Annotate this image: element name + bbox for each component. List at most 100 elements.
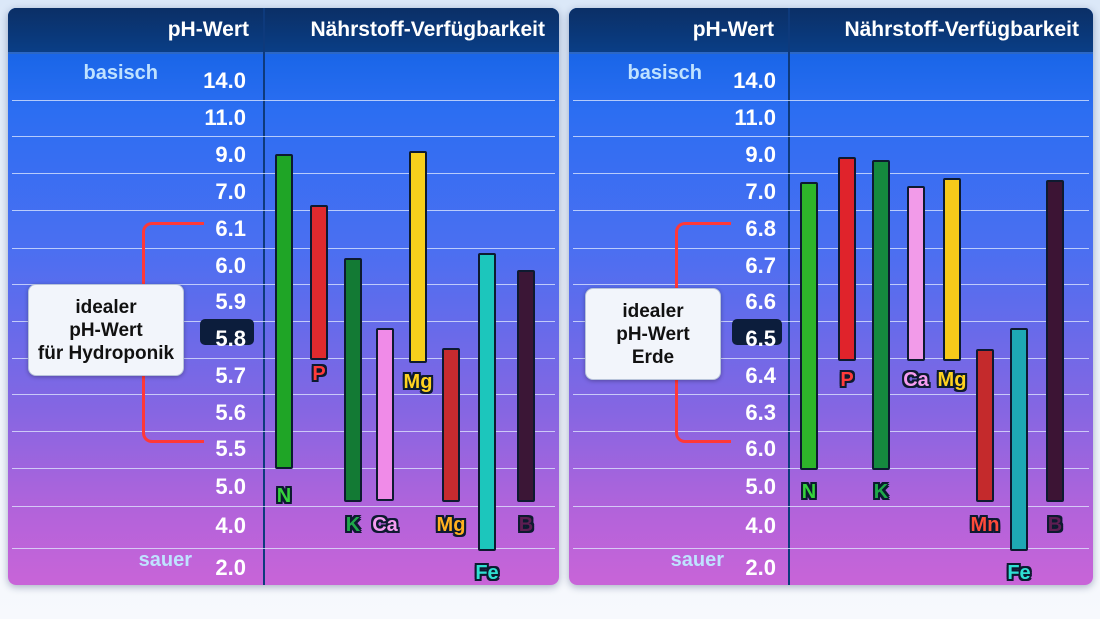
ideal-line-2: pH-Wert bbox=[69, 319, 143, 341]
ph-tick: 9.0 bbox=[745, 142, 776, 167]
nutrient-bar-ca bbox=[376, 328, 394, 501]
ph-tick: 5.7 bbox=[215, 363, 246, 388]
nutrient-bar-p bbox=[310, 205, 328, 360]
ph-column-header: pH-Wert bbox=[167, 18, 249, 41]
ideal-line-1: idealer bbox=[622, 300, 684, 322]
ideal-line-3: Erde bbox=[631, 346, 675, 368]
nutrient-label-n: N bbox=[801, 481, 817, 503]
nutrient-label-ca: Ca bbox=[372, 514, 398, 536]
nutrient-label-mg: Mg bbox=[937, 369, 967, 391]
ideal-line-2: pH-Wert bbox=[616, 323, 690, 345]
row-separator bbox=[573, 136, 1089, 137]
acidic-label: sauer bbox=[670, 549, 724, 571]
ph-tick: 6.6 bbox=[745, 289, 776, 314]
column-divider bbox=[263, 8, 265, 585]
nutrient-label-ca: Ca bbox=[903, 369, 929, 391]
ph-tick: 11.0 bbox=[734, 105, 776, 130]
ph-tick: 5.5 bbox=[215, 436, 246, 461]
row-separator bbox=[573, 548, 1089, 549]
row-separator bbox=[573, 506, 1089, 507]
nutrient-label-k: K bbox=[873, 481, 889, 503]
nutrient-bar-p bbox=[838, 157, 856, 361]
ph-tick: 5.9 bbox=[215, 289, 246, 314]
nutrient-bar-n bbox=[275, 154, 293, 469]
nutrient-label-b: B bbox=[1047, 514, 1063, 536]
panel-header: pH-Wert Nährstoff-Verfügbarkeit bbox=[8, 8, 559, 54]
row-separator bbox=[573, 173, 1089, 174]
nutrient-label-mg: Mg bbox=[436, 514, 466, 536]
ph-tick: 14.0 bbox=[733, 68, 776, 93]
ph-tick: 7.0 bbox=[215, 179, 246, 204]
ph-tick: 6.0 bbox=[745, 436, 776, 461]
row-separator bbox=[573, 248, 1089, 249]
nutrient-label-p: P bbox=[312, 363, 326, 385]
nutrient-bar-fe bbox=[1010, 328, 1028, 551]
nutrient-bar-mg bbox=[442, 348, 460, 502]
nutrient-label-mg: Mg bbox=[403, 371, 433, 393]
ph-tick: 4.0 bbox=[745, 513, 776, 538]
nutrient-label-fe: Fe bbox=[1007, 562, 1031, 584]
row-separator bbox=[12, 100, 555, 101]
panel-header: pH-Wert Nährstoff-Verfügbarkeit bbox=[569, 8, 1093, 54]
ph-tick: 5.0 bbox=[745, 474, 776, 499]
hydroponics-panel: pH-Wert Nährstoff-Verfügbarkeit basisch … bbox=[8, 8, 559, 585]
nutrient-bar-n bbox=[800, 182, 818, 470]
row-separator bbox=[573, 468, 1089, 469]
ideal-line-3: für Hydroponik bbox=[37, 342, 175, 364]
nutrient-bar-mg bbox=[943, 178, 961, 361]
ideal-ph-callout: idealer pH-Wert für Hydroponik bbox=[28, 284, 184, 376]
ph-tick: 6.4 bbox=[745, 363, 776, 388]
row-separator bbox=[573, 210, 1089, 211]
ideal-line-1: idealer bbox=[75, 296, 137, 318]
nutrient-label-b: B bbox=[518, 514, 534, 536]
row-separator bbox=[12, 506, 555, 507]
nutrient-bar-k bbox=[872, 160, 890, 470]
ph-tick: 6.1 bbox=[215, 216, 246, 241]
row-separator bbox=[573, 394, 1089, 395]
nutrient-bar-ca bbox=[907, 186, 925, 361]
basic-label: basisch bbox=[627, 62, 702, 84]
nutrient-bar-k bbox=[344, 258, 362, 502]
row-separator bbox=[12, 136, 555, 137]
ph-tick: 4.0 bbox=[215, 513, 246, 538]
row-separator bbox=[573, 431, 1089, 432]
ph-tick-highlight: 5.8 bbox=[215, 326, 246, 351]
nutrient-bar-fe bbox=[478, 253, 496, 551]
nutrient-column-header: Nährstoff-Verfügbarkeit bbox=[844, 18, 1079, 41]
acidic-label: sauer bbox=[138, 549, 192, 571]
column-divider bbox=[788, 8, 790, 585]
row-separator bbox=[573, 284, 1089, 285]
ph-tick: 5.6 bbox=[215, 400, 246, 425]
basic-label: basisch bbox=[83, 62, 158, 84]
ph-tick-highlight: 6.5 bbox=[745, 326, 776, 351]
ph-tick: 2.0 bbox=[745, 555, 776, 580]
ph-tick: 6.3 bbox=[745, 400, 776, 425]
soil-panel: pH-Wert Nährstoff-Verfügbarkeit basisch … bbox=[569, 8, 1093, 585]
row-separator bbox=[573, 100, 1089, 101]
ph-tick: 14.0 bbox=[203, 68, 246, 93]
nutrient-label-p: P bbox=[840, 369, 854, 391]
ph-tick: 9.0 bbox=[215, 142, 246, 167]
nutrient-label-n: N bbox=[276, 485, 292, 507]
ph-tick: 5.0 bbox=[215, 474, 246, 499]
ph-tick: 7.0 bbox=[745, 179, 776, 204]
ph-column-header: pH-Wert bbox=[692, 18, 774, 41]
nutrient-label-mn: Mn bbox=[970, 514, 1000, 536]
nutrient-bar-mg bbox=[409, 151, 427, 363]
ph-tick: 2.0 bbox=[215, 555, 246, 580]
nutrient-label-k: K bbox=[345, 514, 361, 536]
nutrient-label-fe: Fe bbox=[475, 562, 499, 584]
ideal-ph-callout: idealer pH-Wert Erde bbox=[585, 288, 721, 380]
row-separator bbox=[573, 358, 1089, 359]
row-separator bbox=[12, 548, 555, 549]
highlight-tick-bg bbox=[732, 319, 782, 345]
highlight-tick-bg bbox=[200, 319, 254, 345]
ph-tick: 11.0 bbox=[204, 105, 246, 130]
ph-tick: 6.7 bbox=[745, 253, 776, 278]
nutrient-bar-b bbox=[1046, 180, 1064, 502]
ph-tick: 6.8 bbox=[745, 216, 776, 241]
nutrient-bar-mn bbox=[976, 349, 994, 502]
ph-tick: 6.0 bbox=[215, 253, 246, 278]
nutrient-bar-b bbox=[517, 270, 535, 502]
row-separator bbox=[573, 321, 1089, 322]
